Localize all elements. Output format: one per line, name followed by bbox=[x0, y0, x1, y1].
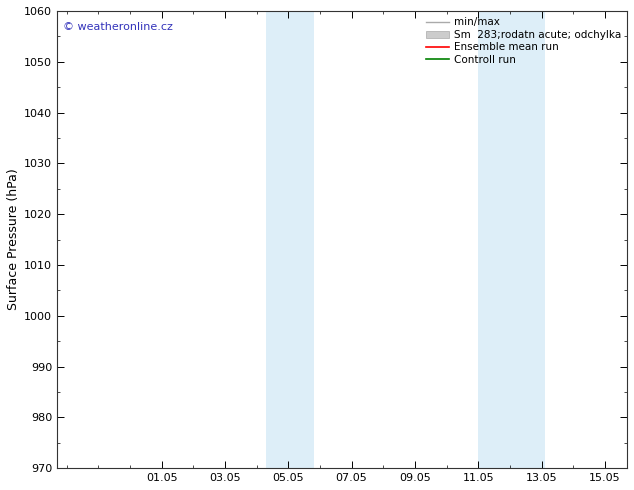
Legend: min/max, Sm  283;rodatn acute; odchylka, Ensemble mean run, Controll run: min/max, Sm 283;rodatn acute; odchylka, … bbox=[424, 14, 624, 68]
Y-axis label: Surface Pressure (hPa): Surface Pressure (hPa) bbox=[7, 169, 20, 311]
Text: © weatheronline.cz: © weatheronline.cz bbox=[63, 23, 172, 32]
Bar bbox=[478, 11, 545, 468]
Bar bbox=[266, 11, 314, 468]
